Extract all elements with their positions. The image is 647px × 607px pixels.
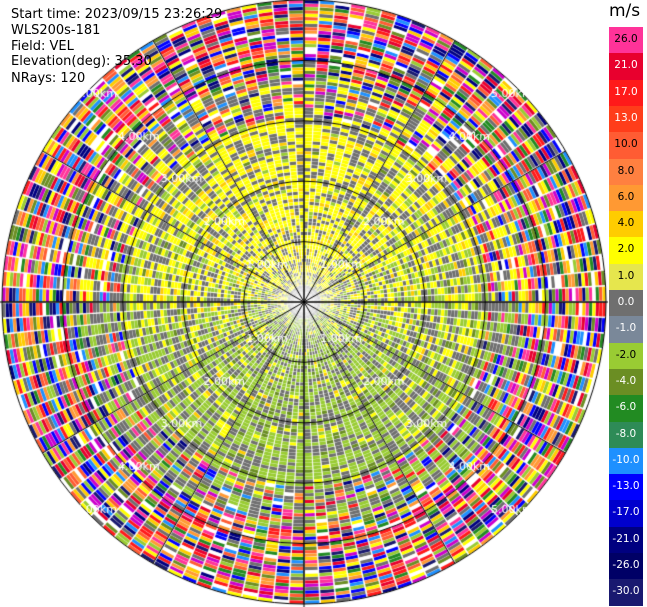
colorbar-tick-label: -17.0 — [612, 506, 640, 519]
start-time-label: Start time: 2023/09/15 23:26:29 — [11, 7, 223, 22]
colorbar-swatch — [609, 27, 643, 54]
colorbar-swatch — [609, 132, 643, 159]
colorbar-swatch — [609, 105, 643, 133]
colorbar-tick-label: 2.0 — [617, 243, 635, 256]
colorbar-tick-label: 4.0 — [617, 217, 635, 230]
colorbar-tick-label: -8.0 — [615, 427, 637, 440]
colorbar-swatch — [609, 316, 643, 344]
colorbar-tick-label: 21.0 — [614, 59, 638, 72]
colorbar-swatch — [609, 184, 643, 212]
colorbar-swatch — [609, 211, 643, 238]
colorbar-swatch — [609, 290, 643, 317]
colorbar-swatch — [609, 500, 643, 528]
colorbar-tick-label: 10.0 — [614, 138, 638, 151]
colorbar-swatch — [609, 421, 643, 449]
elevation-label: Elevation(deg): 35.30 — [11, 54, 152, 69]
colorbar-tick-label: 0.0 — [617, 296, 635, 308]
colorbar-tick-label: 8.0 — [617, 164, 635, 177]
colorbar-swatch — [609, 237, 643, 265]
nrays-label: NRays: 120 — [11, 71, 86, 86]
colorbar-swatch — [609, 526, 643, 554]
colorbar-swatch — [609, 474, 643, 501]
colorbar-unit-label: m/s — [609, 1, 641, 21]
colorbar-tick-label: -21.0 — [612, 532, 640, 545]
colorbar-tick-label: -4.0 — [615, 374, 637, 387]
colorbar-tick-label: 13.0 — [614, 111, 638, 124]
colorbar-tick-label: -30.0 — [612, 585, 640, 598]
colorbar-swatch — [609, 158, 643, 186]
colorbar-tick-label: -1.0 — [615, 322, 637, 335]
colorbar-tick-label: -26.0 — [612, 559, 640, 571]
colorbar-swatch — [609, 395, 643, 422]
instrument-label: WLS200s-181 — [11, 23, 101, 38]
colorbar-swatch — [609, 263, 643, 291]
colorbar-swatch — [609, 368, 643, 396]
colorbar-tick-label: 26.0 — [614, 33, 638, 45]
field-label: Field: VEL — [11, 39, 74, 54]
colorbar-tick-label: 17.0 — [614, 85, 638, 98]
colorbar-swatch — [609, 447, 643, 475]
colorbar-tick-label: -6.0 — [615, 401, 637, 414]
colorbar-tick-label: -13.0 — [612, 480, 640, 493]
colorbar-swatch — [609, 342, 643, 370]
colorbar-tick-label: 1.0 — [617, 269, 635, 282]
colorbar-swatch — [609, 79, 643, 107]
colorbar-swatch — [609, 53, 643, 81]
colorbar-tick-label: -10.0 — [612, 453, 640, 466]
colorbar-swatch — [609, 579, 643, 607]
colorbar-swatch — [609, 553, 643, 580]
colorbar-tick-label: 6.0 — [617, 190, 635, 203]
colorbar-tick-label: -2.0 — [615, 348, 637, 361]
